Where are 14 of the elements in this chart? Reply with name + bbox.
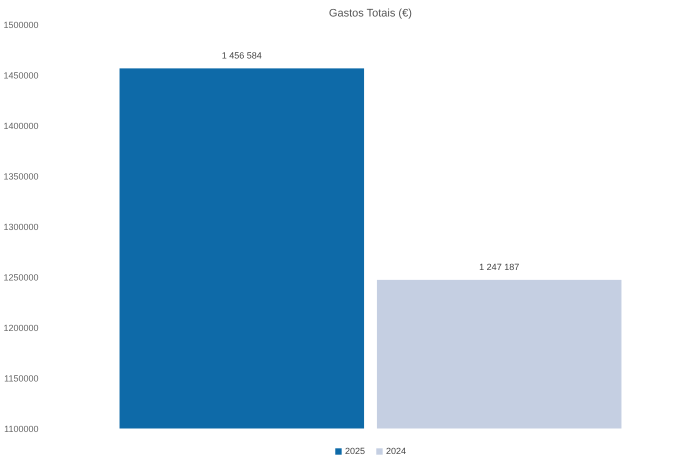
y-tick-label: 1450000 — [3, 70, 39, 80]
y-tick-label: 1350000 — [3, 172, 39, 182]
legend-label: 2025 — [344, 446, 365, 456]
y-tick-label: 1250000 — [3, 272, 39, 282]
y-tick-label: 1400000 — [3, 121, 39, 131]
y-tick-label: 1150000 — [4, 374, 39, 384]
legend-label: 2024 — [386, 446, 406, 456]
chart-title: Gastos Totais (€) — [328, 8, 412, 20]
data-label: 1 247 187 — [479, 262, 520, 272]
y-tick-label: 1100000 — [4, 424, 39, 434]
data-label: 1 456 584 — [222, 50, 262, 60]
y-tick-label: 1200000 — [3, 323, 39, 333]
y-tick-label: 1500000 — [3, 20, 39, 30]
y-tick-label: 1300000 — [3, 222, 39, 232]
